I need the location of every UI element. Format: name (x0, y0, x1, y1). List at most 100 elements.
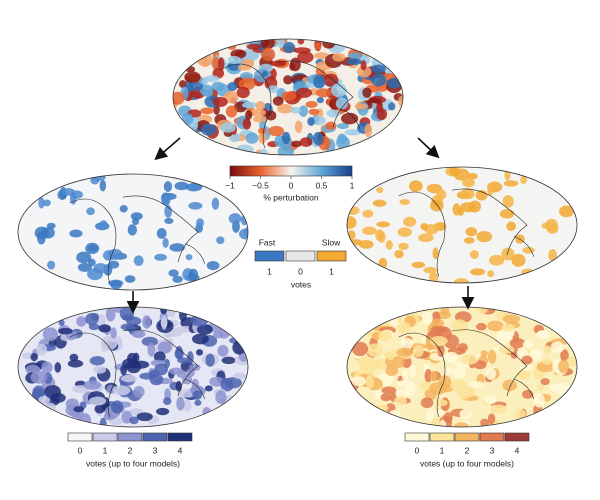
map-blob (149, 374, 164, 386)
map-blob (430, 325, 447, 334)
map-blob (470, 250, 479, 259)
map-blob (337, 133, 347, 144)
map-blob (394, 396, 407, 406)
map-blob (560, 349, 569, 362)
map-blob (362, 362, 376, 375)
map-blob (429, 370, 438, 382)
map-blob (549, 383, 560, 392)
map-blob (397, 227, 412, 237)
map-blob (344, 129, 362, 136)
map-blob (487, 270, 495, 278)
map-blob (173, 91, 185, 105)
map-blob (297, 51, 314, 64)
map-blob (233, 372, 247, 380)
map-blob (454, 422, 469, 427)
map-blob (548, 248, 557, 262)
map-blob (397, 321, 411, 335)
map-blob (305, 100, 318, 108)
map-blob (164, 388, 171, 401)
map-blob (465, 227, 478, 237)
map-blob (220, 377, 234, 392)
map-blob (476, 231, 493, 243)
map-blob (85, 242, 100, 255)
map-blob (457, 385, 472, 400)
map-blob (439, 419, 447, 427)
map-blob (265, 110, 277, 121)
colorbar-label: % perturbation (263, 192, 319, 202)
map-blob (194, 399, 202, 406)
map-blob (46, 222, 56, 229)
map-blob (502, 314, 521, 324)
map-blob (396, 379, 414, 387)
map-blob (376, 186, 384, 194)
map-blob (232, 340, 247, 355)
tick-label: 1 (440, 445, 445, 455)
map-blob (330, 83, 347, 98)
map-blob (362, 87, 372, 98)
map-blob (94, 404, 106, 414)
map-blob (153, 351, 166, 363)
map-blob (473, 360, 487, 370)
map-blob (157, 341, 172, 354)
map-blob (200, 84, 214, 97)
map-blob (133, 385, 145, 398)
key-label: 1 (267, 266, 272, 276)
map-blob (420, 397, 434, 409)
map-blob (469, 381, 486, 389)
map-blob (487, 183, 494, 196)
map-blob (411, 261, 426, 269)
colorbar-box (479, 432, 505, 442)
tick-label: 2 (465, 445, 470, 455)
map-blob (187, 82, 204, 91)
map (347, 307, 577, 427)
map-blob (162, 237, 169, 248)
map-blob (164, 205, 172, 218)
map-blob (112, 385, 131, 396)
map-blob (255, 101, 266, 111)
map-blob (211, 81, 225, 92)
map-blob (356, 65, 372, 78)
map-blob (502, 379, 517, 392)
map-blob (168, 269, 179, 277)
map-blob (99, 417, 107, 427)
coastline (398, 329, 535, 418)
map-blob (315, 88, 332, 98)
tick-label: 0 (289, 180, 294, 190)
colorbar-label: votes (up to four models) (86, 458, 180, 468)
map-blob (409, 364, 417, 378)
map-blob (216, 236, 225, 245)
map-blob (295, 87, 313, 98)
map-blob (192, 390, 203, 400)
map-blob (281, 91, 297, 101)
map-blob (220, 122, 236, 133)
map-blob (183, 399, 192, 412)
map-blob (169, 367, 183, 375)
map-blob (559, 205, 574, 218)
map-blob (272, 96, 284, 106)
map-blob (480, 418, 490, 427)
map-blob (426, 408, 434, 422)
map-blob (212, 56, 221, 71)
keys: −1 −0.5 0 0.5 1 1 0 1 0 1 2 3 4 0 1 2 3 4 (67, 176, 530, 455)
map-blob (541, 358, 553, 365)
coastline (69, 329, 206, 418)
map-blob (546, 223, 559, 234)
map-blob (34, 226, 50, 240)
colorbar-box (454, 432, 480, 442)
map-blob (113, 307, 122, 313)
map-blob (99, 220, 108, 230)
map-blob (504, 168, 511, 181)
map-blob (107, 248, 123, 260)
map-blob (217, 344, 229, 357)
map-blob (93, 263, 108, 274)
map-blob (395, 389, 410, 399)
map-blob (352, 341, 369, 357)
map-blob (257, 127, 267, 134)
map-blob (335, 97, 348, 110)
map-blob (435, 399, 448, 407)
map-blob (394, 249, 404, 259)
colorbar (229, 165, 353, 177)
map-blob (176, 396, 185, 411)
coastline (69, 195, 206, 284)
map-blob (314, 42, 321, 51)
